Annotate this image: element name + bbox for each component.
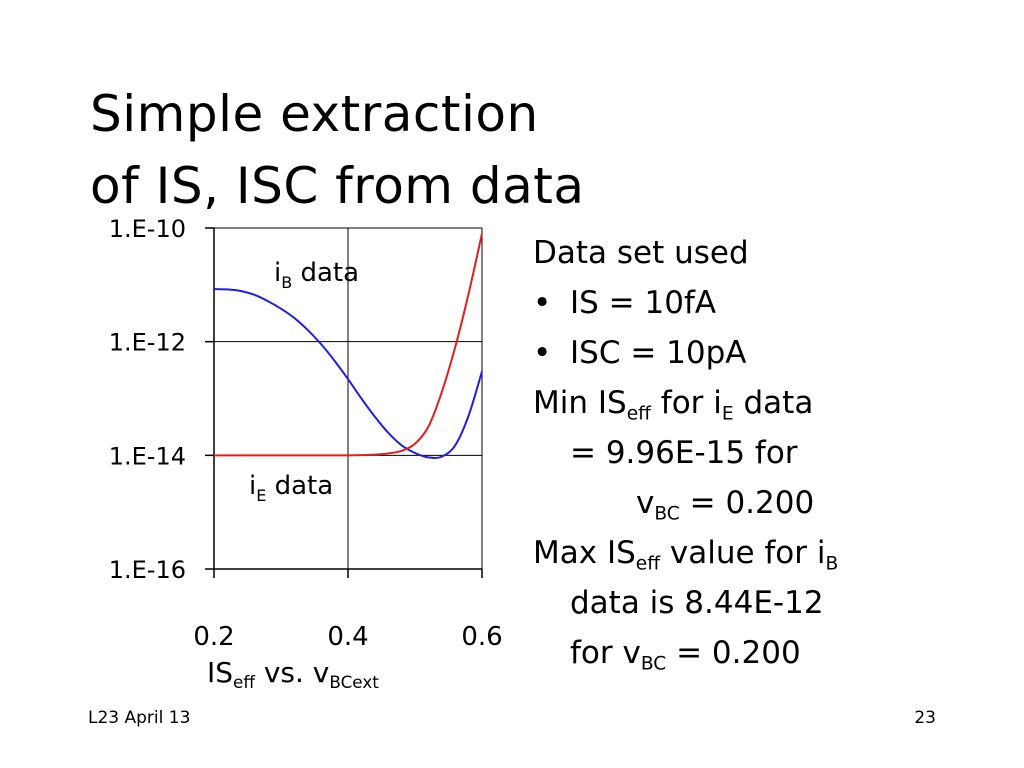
x-tick-label: 0.2 [193,622,234,652]
x-tick-label: 0.4 [327,622,368,652]
footer-date: L23 April 13 [88,708,191,728]
x-tick-label: 0.6 [461,622,502,652]
series-label-ie: iE data [249,471,333,505]
title-line-2: of IS, ISC from data [90,157,585,215]
y-tick-label: 1.E-16 [109,556,186,584]
chart-axes [205,227,483,578]
x-axis-caption: ISeff vs. vBCext [207,656,379,692]
series-line-ib [213,288,483,459]
y-tick-label: 1.E-12 [109,329,186,357]
min-iseff-line: Min ISeff for iE data [533,385,814,425]
data-set-heading: Data set used [533,235,749,271]
bullet-dot: • [533,335,552,371]
min-iseff-vbc: vBC = 0.200 [636,485,815,525]
title-line-1: Simple extraction [90,85,539,143]
series-label-ib: iB data [274,258,359,292]
notes-panel: Data set used • IS = 10fA • ISC = 10pA Min… [533,228,1003,678]
isseff-chart: 1.E-10 1.E-12 1.E-14 1.E-16 0.2 0.4 0.6 iB dat… [109,215,503,652]
y-tick-label: 1.E-10 [109,215,186,243]
y-tick-label: 1.E-14 [109,442,186,470]
bullet-is: • IS = 10fA [533,278,1003,328]
chart-series [213,233,483,459]
chart-series-labels: iB data iE data [249,258,359,505]
chart-tick-labels: 1.E-10 1.E-12 1.E-14 1.E-16 0.2 0.4 0.6 [109,215,503,652]
max-iseff-vbc: for vBC = 0.200 [570,635,801,675]
series-line-ie [213,233,483,457]
bullet-dot: • [533,285,552,321]
slide-title: Simple extraction of IS, ISC from data [90,78,585,222]
max-iseff-line: Max ISeff value for iB [533,535,839,575]
min-iseff-value: = 9.96E-15 for [570,435,798,471]
bullet-isc: • ISC = 10pA [533,328,1003,378]
slide-number: 23 [914,708,936,728]
max-iseff-value: data is 8.44E-12 [570,585,824,621]
